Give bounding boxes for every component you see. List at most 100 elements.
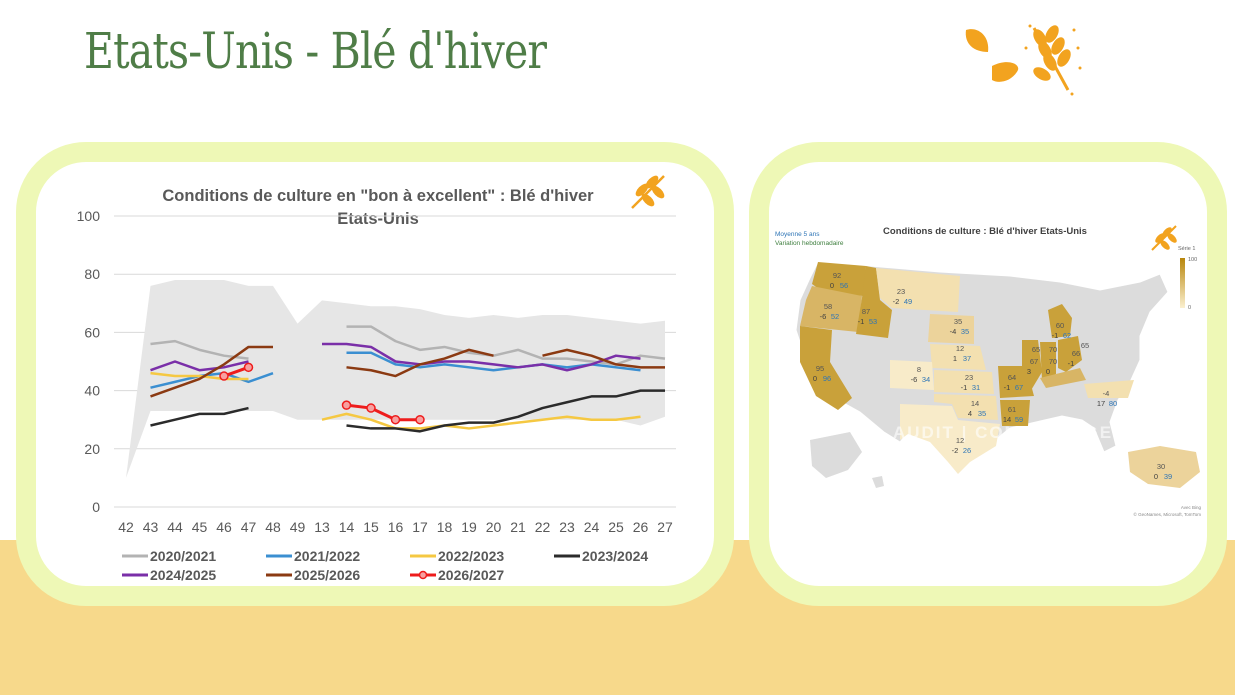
state-value: 64 [1008,373,1016,382]
state-value: 66 [1072,349,1080,358]
state-north-carolina [1084,380,1134,398]
x-tick-label: 48 [265,519,281,535]
series-2025-2026 [150,345,665,398]
chart-wheat-icon [631,175,665,209]
x-tick-label: 27 [657,519,673,535]
state-label: 23-1 31 [961,373,981,392]
state-value: 92 [833,271,841,280]
state-value: 65 [1032,345,1040,354]
data-point [219,371,229,381]
state-value: 58 [824,302,832,311]
legend-label: 2020/2021 [150,548,216,564]
state-label: 121 37 [953,344,971,363]
state-value: 65 [1081,341,1089,350]
map-watermark: AUDIT | CONSEIL | GESTION [893,423,1175,442]
state-label: 950 96 [813,364,831,383]
state-label: 65 [1032,345,1040,354]
state-value: 23 [897,287,905,296]
series-2022-2023 [150,371,641,430]
state-indiana [1040,342,1056,380]
page-title: Etats-Unis - Blé d'hiver [84,22,547,80]
state-montana [876,268,960,312]
wheat-decoration [965,24,1082,96]
state-avg: -2 [952,446,959,455]
legend-label: 2026/2027 [438,567,504,583]
x-tick-label: 25 [608,519,624,535]
data-point [415,414,425,425]
state-var: 52 [831,312,839,321]
series-line [542,348,665,369]
x-tick-label: 22 [535,519,551,535]
leaf-icon [965,29,1019,82]
state-kentucky [1040,368,1086,388]
state-avg: 17 [1097,399,1105,408]
hawaii [872,476,884,488]
series-line [346,348,494,378]
legend-item: 2025/2026 [266,567,360,583]
state-michigan [1048,304,1072,338]
state-value: 8 [917,365,921,374]
x-tick-label: 14 [339,519,355,535]
state-avg: 4 [968,409,972,418]
state-var: 37 [963,354,971,363]
state-value: 70 [1049,357,1057,366]
state-avg: -6 [820,312,827,321]
state-kansas [934,370,994,394]
x-tick-label: 44 [167,519,183,535]
state-california [800,326,852,410]
state-label: 87-1 53 [858,307,878,326]
state-avg: 1 [953,354,957,363]
state-var: 31 [972,383,980,392]
state-var: 67 [1015,383,1023,392]
legend-item: 2022/2023 [410,548,504,564]
y-tick-label: 80 [84,266,100,282]
state-avg: 0 [813,374,817,383]
wheat-icon [1024,24,1082,96]
state-illinois [1022,340,1042,392]
state-value: 12 [956,344,964,353]
series-line [346,403,420,422]
map-wheat-icon [1151,225,1177,251]
data-point [341,400,352,410]
y-tick-label: 100 [77,208,101,224]
state-label: 66-1 [1068,349,1081,368]
x-tick-label: 21 [510,519,526,535]
legend-label: 2022/2023 [438,548,504,564]
data-point [366,403,376,413]
state-value: 87 [862,307,870,316]
x-tick-label: 43 [143,519,159,535]
state-var: 35 [961,327,969,336]
series-line [150,339,249,360]
state-value: 14 [971,399,979,408]
map-scale-bar [1180,258,1185,308]
x-tick-label: 18 [437,519,453,535]
x-tick-label: 16 [388,519,404,535]
state-label: 12-2 26 [952,436,972,455]
state-value: 23 [965,373,973,382]
state-avg: -1 [858,317,865,326]
y-tick-label: 20 [84,441,100,457]
state-texas [900,404,1000,474]
x-tick-label: 45 [192,519,208,535]
state-var: 49 [904,297,912,306]
state-label: 920 56 [830,271,848,290]
state-avg: -1 [1004,383,1011,392]
state-value: 30 [1157,462,1165,471]
state-value: 67 [1030,357,1038,366]
legend-label: 2025/2026 [294,567,360,583]
map-legend-avg: Moyenne 5 ans [775,231,820,238]
legend-label: 2024/2025 [150,567,216,583]
series-line [321,412,641,430]
state-value: 12 [956,436,964,445]
state-ohio [1058,336,1082,372]
state-colorado [890,360,934,390]
map-title: Conditions de culture : Blé d'hiver Etat… [883,226,1087,237]
series-line [346,389,665,433]
legend-label: 2021/2022 [294,548,360,564]
state-value: 61 [1008,405,1016,414]
x-tick-label: 49 [290,519,306,535]
x-tick-label: 15 [363,519,379,535]
state-south-dakota [928,314,974,344]
